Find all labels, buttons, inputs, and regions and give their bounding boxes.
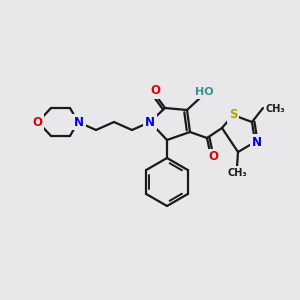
- Text: CH₃: CH₃: [266, 104, 286, 114]
- Text: O: O: [208, 151, 218, 164]
- Text: N: N: [145, 116, 155, 128]
- Text: HO: HO: [195, 87, 213, 97]
- Text: O: O: [150, 85, 160, 98]
- Text: O: O: [32, 116, 42, 128]
- Text: CH₃: CH₃: [227, 168, 247, 178]
- Text: N: N: [252, 136, 262, 148]
- Text: N: N: [74, 116, 84, 128]
- Text: S: S: [229, 109, 237, 122]
